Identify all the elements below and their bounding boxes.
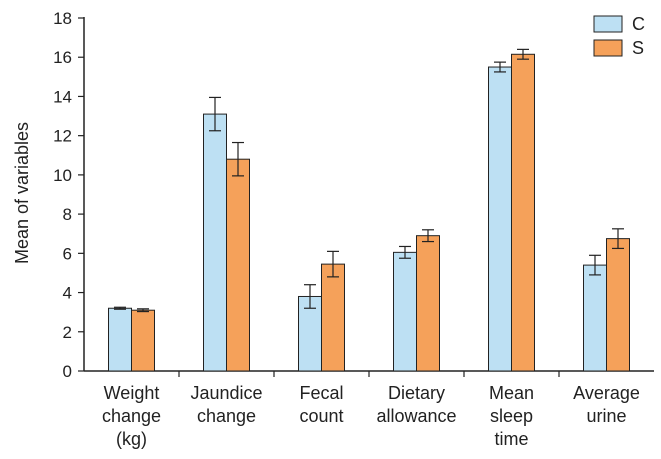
bar-s (416, 235, 440, 372)
y-axis-label: Mean of variables (12, 122, 32, 264)
legend-label-c: C (632, 14, 645, 34)
error-bars (114, 48, 624, 313)
x-tick-label: Dietary (388, 383, 445, 403)
bars (108, 53, 630, 372)
y-tick-label: 10 (53, 166, 72, 185)
y-tick-label: 12 (53, 127, 72, 146)
x-tick-label: change (197, 406, 256, 426)
y-tick-label: 6 (63, 244, 72, 263)
x-tick-label: Weight (104, 383, 160, 403)
bar-s (321, 263, 345, 372)
bar-c (488, 66, 512, 372)
bar-c (393, 251, 417, 372)
legend-label-s: S (632, 38, 644, 58)
bar-c (108, 307, 132, 372)
x-tick-label: Average (573, 383, 640, 403)
x-tick-label: change (102, 406, 161, 426)
y-tick-label: 0 (63, 362, 72, 381)
y-tick-label: 16 (53, 48, 72, 67)
x-tick-label: Mean (489, 383, 534, 403)
x-tick-label: urine (586, 406, 626, 426)
axes (83, 17, 654, 377)
legend-swatch-c (593, 15, 623, 33)
x-tick-label: time (494, 429, 528, 449)
bar-s (511, 53, 535, 372)
legend-swatch-s (593, 39, 623, 57)
y-tick-label: 14 (53, 87, 72, 106)
y-ticks: 0 2 4 6 8 10 12 14 16 18 (53, 9, 84, 381)
x-tick-label: (kg) (116, 429, 147, 449)
legend: CS (593, 14, 645, 58)
y-tick-label: 8 (63, 205, 72, 224)
x-tick-label: sleep (490, 406, 533, 426)
x-tick-label: count (299, 406, 343, 426)
x-tick-label: Jaundice (190, 383, 262, 403)
y-tick-label: 4 (63, 284, 72, 303)
bar-s (226, 158, 250, 372)
bar-s (131, 309, 155, 372)
bar-s (606, 238, 630, 372)
x-tick-label: allowance (376, 406, 456, 426)
x-tick-label: Fecal (299, 383, 343, 403)
y-tick-label: 2 (63, 323, 72, 342)
bar-c (583, 264, 607, 372)
x-tick-labels: Weight change (kg) Jaundice change Fecal count… (102, 383, 640, 449)
bar-c (203, 113, 227, 372)
y-tick-label: 18 (53, 9, 72, 28)
